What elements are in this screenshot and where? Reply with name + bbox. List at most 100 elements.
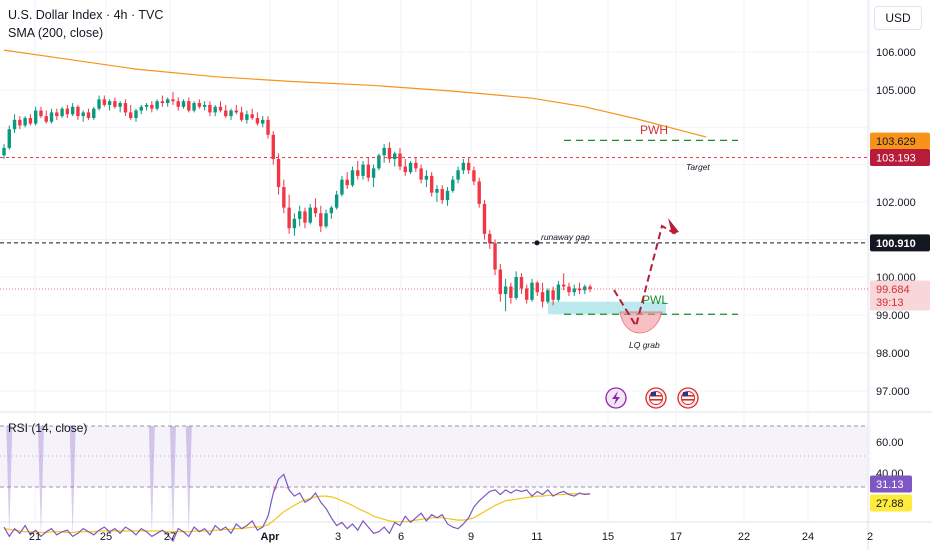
price-axis-tick: 98.000: [876, 348, 910, 360]
candle-body: [525, 288, 529, 300]
annotations-layer: PWH Target runaway gap PWL LQ grab: [0, 123, 868, 350]
price-label-box: [870, 148, 930, 166]
candle-body: [92, 108, 96, 118]
candle-body: [334, 194, 339, 208]
candle-body: [345, 179, 349, 186]
candle-body: [408, 162, 413, 173]
candle-body: [28, 118, 33, 124]
candle-body: [39, 110, 43, 117]
candle-body: [440, 188, 444, 201]
candle-body: [419, 168, 423, 180]
candle-body: [540, 292, 545, 302]
rsi-overbought-fill: [69, 426, 76, 537]
time-axis-tick: 22: [738, 531, 750, 543]
candle-body: [118, 103, 122, 107]
price-label-box: [870, 132, 930, 150]
price-label-value: 100.910: [876, 238, 916, 250]
candle-body: [197, 103, 202, 107]
time-axis-tick: 2: [867, 531, 873, 543]
candle-body: [519, 277, 524, 289]
candle-body: [239, 112, 244, 120]
candle-body: [229, 110, 233, 117]
rsi-overbought-fill: [169, 426, 176, 542]
candle-body: [60, 108, 64, 117]
candle-body: [551, 290, 555, 300]
candle-body: [65, 108, 70, 115]
candle-body: [509, 286, 513, 298]
price-axis-tick: 99.000: [876, 310, 910, 322]
pwl-label: PWL: [642, 293, 668, 307]
rsi-overbought-fill: [37, 426, 44, 537]
runaway-gap-label: runaway gap: [541, 232, 590, 242]
candle-body: [303, 211, 307, 223]
price-axis-tick: 97.000: [876, 386, 910, 398]
candle-body: [371, 168, 376, 178]
currency-button[interactable]: USD: [874, 6, 922, 30]
lq-grab-shape: [619, 311, 663, 334]
candle-body: [113, 101, 117, 107]
candle-body: [319, 213, 323, 227]
candle-body: [129, 112, 133, 118]
rsi-value-label: 31.13: [876, 479, 904, 491]
candle-body: [139, 106, 143, 111]
rsi-layer: [0, 425, 868, 543]
price-label-value: 99.684: [876, 284, 910, 296]
candle-body: [366, 164, 371, 178]
candle-body: [2, 147, 6, 156]
candle-body: [44, 116, 48, 122]
candle-body: [308, 207, 312, 223]
grid-layer: [0, 0, 871, 522]
time-axis-tick: 25: [100, 531, 112, 543]
flag-canton-icon: [683, 392, 688, 396]
sma-line: [3, 49, 707, 138]
candle-body: [187, 101, 191, 111]
rsi-band: [0, 426, 868, 487]
time-axis-tick: 3: [335, 531, 341, 543]
candle-body: [287, 207, 291, 229]
rsi-value-label-box: [870, 494, 912, 512]
candle-body: [255, 118, 260, 124]
candle-body: [493, 243, 497, 270]
rsi-value-label: 27.88: [876, 498, 904, 510]
projection-arrowhead: [668, 218, 679, 234]
candle-body: [76, 106, 80, 117]
candle-body: [297, 211, 302, 219]
candle-body: [165, 99, 170, 104]
axes-layer: 97.00098.00099.000100.000102.000105.0001…: [29, 47, 930, 543]
candle-body: [23, 118, 27, 126]
rsi-line: [3, 473, 591, 543]
pwh-label: PWH: [640, 123, 668, 137]
event-icons-layer: [605, 387, 699, 409]
candle-body: [429, 175, 434, 193]
candle-body: [292, 218, 297, 229]
candle-body: [271, 134, 275, 160]
candle-body: [134, 110, 138, 118]
lq-grab-label: LQ grab: [629, 340, 660, 350]
candle-body: [451, 179, 455, 191]
candle-body: [472, 170, 476, 182]
candle-body: [482, 203, 487, 234]
price-label-box: [870, 280, 930, 311]
candle-body: [276, 159, 281, 188]
candle-body: [49, 112, 54, 122]
candle-body: [313, 207, 318, 214]
candle-body: [18, 119, 22, 126]
rsi-overbought-fill: [185, 426, 192, 537]
candle-body: [324, 213, 328, 227]
candle-body: [403, 166, 407, 173]
chart-title: U.S. Dollar Index · 4h · TVC: [8, 8, 164, 22]
rsi-value-label-box: [870, 475, 912, 493]
lightning-bolt-icon: [612, 391, 620, 405]
candle-body: [171, 99, 175, 102]
candle-body: [86, 112, 91, 118]
price-label-countdown: 39:13: [876, 297, 904, 309]
liquidity-zone: [548, 301, 666, 315]
gap-marker: [534, 240, 540, 246]
candle-body: [107, 101, 112, 105]
candle-body: [81, 112, 85, 117]
flag-canton-icon: [651, 392, 656, 396]
time-axis-tick: 15: [602, 531, 614, 543]
price-axis-tick: 106.000: [876, 47, 916, 59]
